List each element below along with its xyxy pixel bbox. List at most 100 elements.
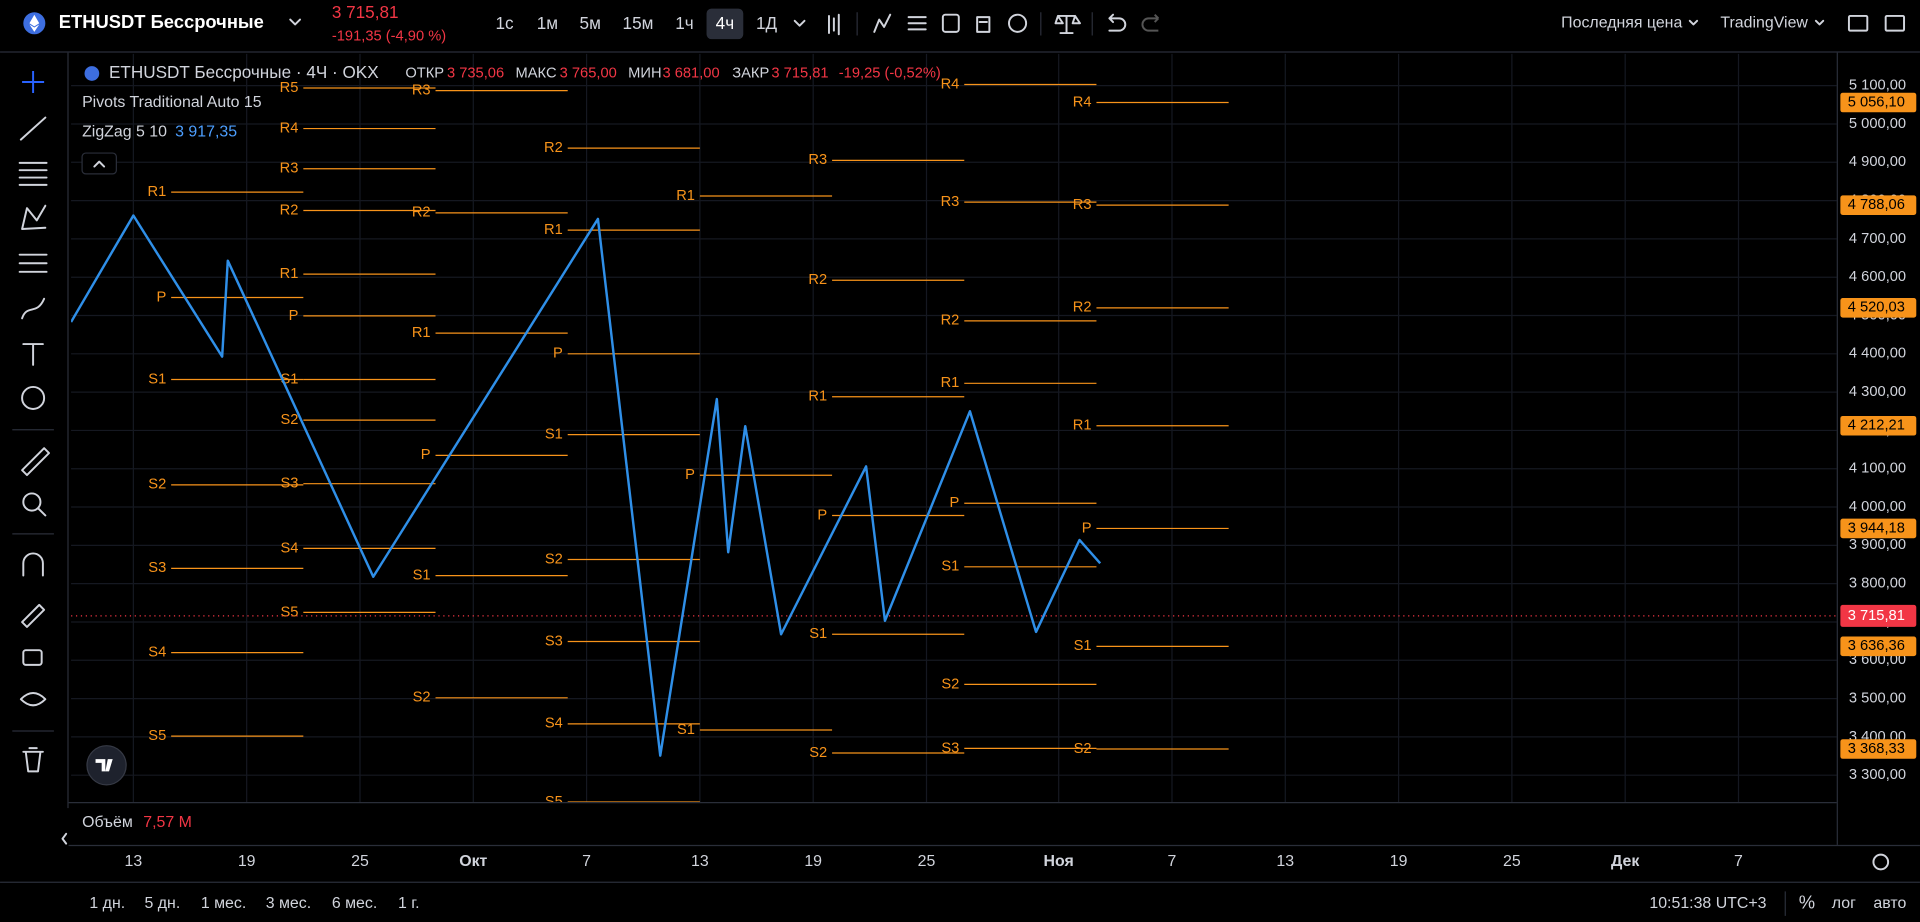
undo-btn[interactable] <box>1108 13 1127 32</box>
range-button[interactable]: 6 мес. <box>332 895 377 912</box>
ohlc-label: ЗАКР <box>732 65 769 81</box>
log-toggle[interactable]: лог <box>1832 895 1856 912</box>
x-tick-label: 19 <box>1390 853 1408 870</box>
range-button[interactable]: 5 дн. <box>145 895 181 912</box>
collapse-left[interactable] <box>61 832 68 845</box>
magnet-tool[interactable] <box>22 552 44 577</box>
y-tick-label: 3 600,00 <box>1849 652 1906 668</box>
interval[interactable]: 5м <box>580 13 601 33</box>
pivot-label: S3 <box>545 633 563 649</box>
y-tick-label: 5 000,00 <box>1849 116 1906 132</box>
pivot-label: S5 <box>280 604 298 620</box>
lock-drawings-tool[interactable] <box>21 603 46 628</box>
range-button[interactable]: 1 дн. <box>89 895 125 912</box>
price-source[interactable]: Последняя цена <box>1561 14 1682 31</box>
range-button[interactable]: 1 г. <box>398 895 420 912</box>
clock[interactable]: 10:51:38 UTC+3 <box>1649 895 1766 912</box>
interval[interactable]: 4ч <box>716 13 734 33</box>
price-tag-label: 4 212,21 <box>1848 418 1905 434</box>
trendline-tool[interactable] <box>19 116 47 141</box>
axis-settings[interactable] <box>1872 853 1890 871</box>
price-tag <box>1840 636 1917 657</box>
alert-btn[interactable] <box>941 13 960 33</box>
pivot-label: S1 <box>545 427 563 443</box>
range-button[interactable]: 1 мес. <box>201 895 246 912</box>
legend-title[interactable]: ETHUSDT Бессрочные · 4Ч · OKX <box>109 62 379 82</box>
interval-dropdown[interactable] <box>793 19 806 27</box>
x-tick-label: 7 <box>1734 853 1743 870</box>
ohlc-value: 3 735,06 <box>447 65 504 81</box>
ohlc-value: 3 715,81 <box>771 65 828 81</box>
interval[interactable]: 15м <box>623 13 654 33</box>
pivot-label: S5 <box>148 728 166 744</box>
forecast-tool[interactable] <box>18 253 48 273</box>
templates-btn[interactable] <box>907 16 927 31</box>
pivot-label: R1 <box>1073 418 1092 434</box>
x-tick-label: 19 <box>238 853 256 870</box>
drawing-toolbar <box>12 71 54 773</box>
compare-btn[interactable] <box>1054 14 1081 35</box>
y-tick-label: 4 700,00 <box>1849 231 1906 247</box>
range-button[interactable]: 3 мес. <box>266 895 311 912</box>
settings-btn[interactable] <box>1007 13 1028 33</box>
interval[interactable]: 1с <box>495 13 514 33</box>
icon-tool[interactable] <box>21 385 46 410</box>
interval[interactable]: 1м <box>537 13 558 33</box>
pivot-label: R4 <box>280 120 299 136</box>
legend-collapse[interactable] <box>81 152 117 175</box>
x-tick-label: 13 <box>1276 853 1294 870</box>
hide-tool[interactable] <box>19 692 47 707</box>
pivots-indicator[interactable]: Pivots Traditional Auto 15 <box>82 94 262 111</box>
grid <box>71 53 1837 803</box>
fib-tool[interactable] <box>18 161 48 186</box>
pivot-label: S1 <box>1074 638 1092 654</box>
brush-tool[interactable] <box>21 297 46 320</box>
lock-tool[interactable] <box>22 649 43 666</box>
y-tick-label: 4 400,00 <box>1849 346 1906 362</box>
x-tick-label: Дек <box>1611 853 1639 870</box>
symbol[interactable]: ETHUSDT Бессрочные <box>59 11 264 32</box>
price-tag <box>1840 518 1917 539</box>
indicators-btn[interactable] <box>873 13 892 33</box>
pivot-label: S2 <box>148 477 166 493</box>
ohlc-label: МАКС <box>516 65 557 81</box>
plot-area: R1 P S1 S2 S3 S4 S5 R5 R4 R3 R2 R1 P S1 S2 S3 S4 S5 R3 R2 R1… <box>71 76 1837 810</box>
chart-type[interactable] <box>828 13 840 36</box>
fullscreen-btn[interactable] <box>1847 14 1869 32</box>
price-tag <box>1840 195 1917 215</box>
ohlc-label: ОТКР <box>405 65 444 81</box>
y-tick-label: 3 800,00 <box>1849 576 1906 592</box>
replay-btn[interactable] <box>976 16 991 33</box>
pivot-label: S1 <box>941 559 959 575</box>
pivot-label: R2 <box>808 272 827 288</box>
pivot-label: S4 <box>280 540 298 556</box>
price-source-dropdown[interactable] <box>1688 19 1699 26</box>
pivot-label: S2 <box>941 676 959 692</box>
price-tag-label: 3 944,18 <box>1848 520 1905 536</box>
pivot-label: S5 <box>545 794 563 810</box>
volume-label[interactable]: Объём <box>82 814 133 831</box>
redo-btn[interactable] <box>1141 14 1160 32</box>
pattern-tool[interactable] <box>21 204 47 230</box>
auto-toggle[interactable]: авто <box>1873 895 1906 912</box>
x-tick-label: 25 <box>1503 853 1521 870</box>
text-tool[interactable] <box>22 343 44 366</box>
y-tick-label: 3 300,00 <box>1849 767 1906 783</box>
symbol-dropdown[interactable] <box>289 18 302 26</box>
brand-dropdown[interactable] <box>1814 19 1825 26</box>
percent-toggle[interactable]: % <box>1799 891 1815 912</box>
delete-tool[interactable] <box>22 747 44 773</box>
ruler-tool[interactable] <box>21 447 50 477</box>
interval[interactable]: 1ч <box>675 13 693 33</box>
crosshair-tool[interactable] <box>22 71 45 94</box>
zigzag-indicator[interactable]: ZigZag 5 10 <box>82 123 167 140</box>
snapshot-btn[interactable] <box>1884 14 1906 32</box>
x-tick-label: 25 <box>918 853 936 870</box>
pivot-label: P <box>156 289 166 305</box>
brand[interactable]: TradingView <box>1720 14 1808 31</box>
pivot-label: R2 <box>544 140 563 156</box>
x-tick-label: Окт <box>459 853 487 870</box>
header-price: 3 715,81 <box>332 2 399 22</box>
interval[interactable]: 1Д <box>756 13 778 33</box>
zoom-tool[interactable] <box>22 492 42 512</box>
